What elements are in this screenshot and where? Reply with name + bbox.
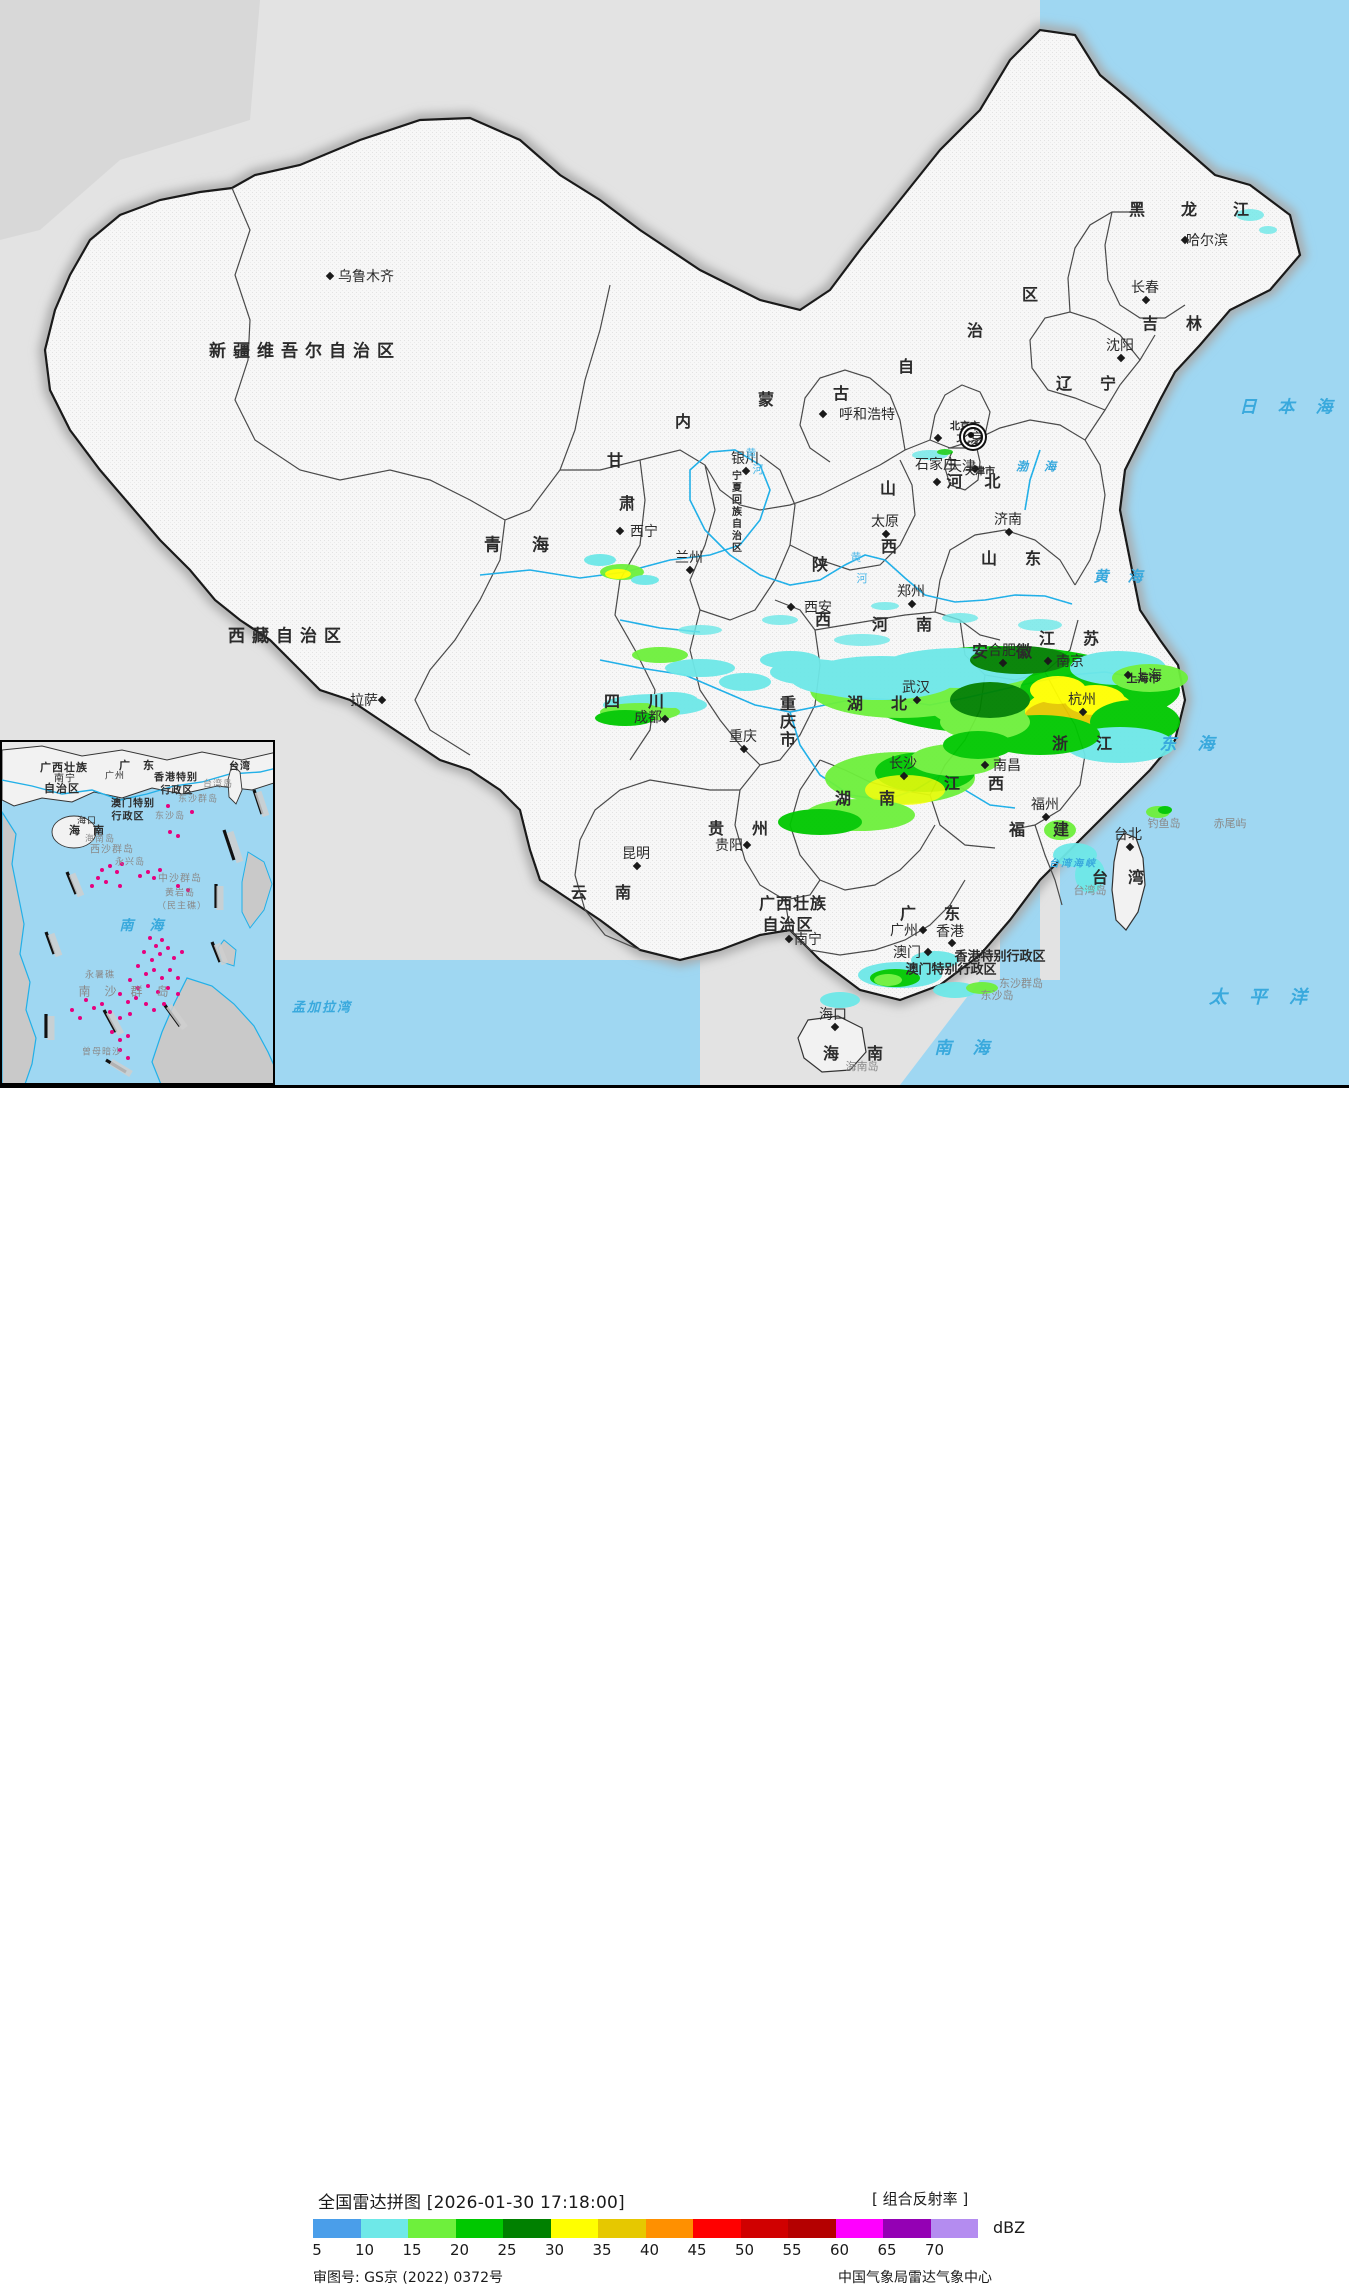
echo-diaoyu bbox=[1146, 806, 1172, 818]
dbz-tick-40: 40 bbox=[639, 2241, 660, 2259]
legend-title: 全国雷达拼图 [2026-01-30 17:18:00] bbox=[318, 2193, 625, 2213]
hainan-island bbox=[797, 1015, 867, 1073]
dbz-tick-45: 45 bbox=[687, 2241, 707, 2259]
dbz-tick-35: 35 bbox=[592, 2241, 612, 2259]
colorbar-swatch-55 bbox=[788, 2219, 836, 2238]
echo-scattered-north bbox=[678, 209, 1277, 646]
bay-of-bengal bbox=[250, 960, 700, 1085]
dbz-tick-15: 15 bbox=[402, 2241, 422, 2259]
dbz-tick-30: 30 bbox=[544, 2241, 565, 2259]
colorbar-swatch-20 bbox=[455, 2219, 503, 2238]
echo-yangtze bbox=[802, 646, 1188, 763]
echo-hubei-hunan bbox=[770, 659, 1013, 835]
dbz-unit-label: dBZ bbox=[993, 2218, 1026, 2237]
colorbar-swatch-50 bbox=[740, 2219, 788, 2238]
sea-south bbox=[900, 980, 1349, 1085]
echo-fujian bbox=[1044, 820, 1105, 893]
colorbar-swatch-45 bbox=[693, 2219, 741, 2238]
radar-echo-layer bbox=[584, 209, 1277, 1008]
south-china-sea-inset[interactable]: 广西壮族 自治区 南宁广 东广州 香港特别 行政区 澳门特别 行政区 台湾 台湾岛 东沙群岛 东沙岛… bbox=[0, 740, 275, 1085]
map-canvas bbox=[0, 0, 1349, 1085]
dbz-tick-labels: 5 10 15 20 25 30 35 40 45 50 55 60 65 70 bbox=[300, 2241, 1020, 2261]
dbz-tick-50: 50 bbox=[734, 2241, 755, 2259]
reef-markers bbox=[70, 830, 190, 1060]
inset-canvas bbox=[2, 742, 273, 1083]
dbz-tick-55: 55 bbox=[782, 2241, 802, 2259]
dbz-tick-70: 70 bbox=[924, 2241, 945, 2259]
dbz-tick-65: 65 bbox=[877, 2241, 897, 2259]
colorbar-swatch-35 bbox=[598, 2219, 646, 2238]
echo-sichuan bbox=[595, 647, 820, 726]
legend-panel: 全国雷达拼图 [2026-01-30 17:18:00] [ 组合反射率 ] d… bbox=[0, 1085, 1349, 2286]
colorbar-swatch-10 bbox=[360, 2219, 408, 2238]
dbz-tick-20: 20 bbox=[449, 2241, 470, 2259]
dbz-tick-5: 5 bbox=[312, 2241, 322, 2259]
echo-guangdong bbox=[820, 951, 998, 1008]
echo-gansu bbox=[584, 554, 659, 585]
dbz-colorbar bbox=[313, 2219, 978, 2238]
colorbar-swatch-15 bbox=[408, 2219, 456, 2238]
colorbar-swatch-70 bbox=[930, 2219, 978, 2238]
taiwan-island bbox=[1111, 832, 1146, 931]
colorbar-swatch-5 bbox=[313, 2219, 361, 2238]
dbz-tick-60: 60 bbox=[829, 2241, 850, 2259]
china-radar-map[interactable]: 新疆维吾尔自治区 西藏自治区青 海甘肃内蒙古自治区宁夏回族自治区陕西山西河 北河 … bbox=[0, 0, 1349, 1085]
issuing-agency: 中国气象局雷达气象中心 bbox=[838, 2270, 992, 2286]
colorbar-swatch-40 bbox=[645, 2219, 693, 2238]
colorbar-swatch-25 bbox=[503, 2219, 551, 2238]
map-approval-number: 审图号: GS京 (2022) 0372号 bbox=[313, 2270, 503, 2286]
dbz-tick-10: 10 bbox=[354, 2241, 375, 2259]
land-kazakhstan bbox=[0, 0, 260, 240]
capital-marker-beijing bbox=[963, 427, 983, 447]
dbz-tick-25: 25 bbox=[497, 2241, 517, 2259]
colorbar-swatch-30 bbox=[550, 2219, 598, 2238]
legend-product-label: [ 组合反射率 ] bbox=[872, 2190, 969, 2208]
colorbar-swatch-65 bbox=[883, 2219, 931, 2238]
colorbar-swatch-60 bbox=[835, 2219, 883, 2238]
